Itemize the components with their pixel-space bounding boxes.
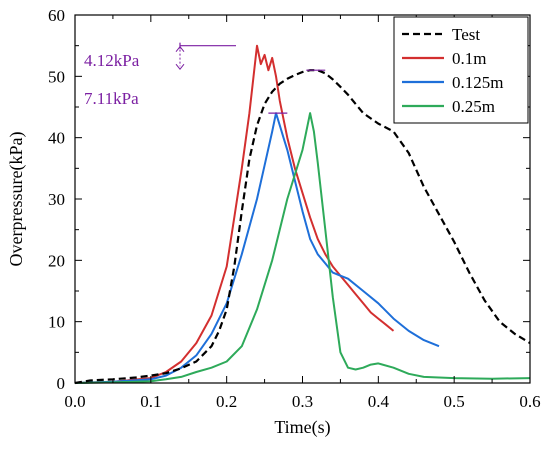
- y-axis-title: Overpressure(kPa): [6, 132, 27, 267]
- y-tick-label: 40: [48, 129, 65, 148]
- series-line-0-1m: [74, 44, 395, 384]
- annotation-arrowhead: [175, 45, 185, 52]
- legend-label: 0.25m: [452, 97, 495, 116]
- x-tick-label: 0.5: [444, 392, 465, 411]
- y-tick-label: 50: [48, 67, 65, 86]
- x-axis-title: Time(s): [274, 417, 330, 438]
- x-tick-label: 0.6: [519, 392, 540, 411]
- y-tick-label: 10: [48, 313, 65, 332]
- ticks-layer: 0.0 0.1 0.2 0.3 0.4 0.5 0.6 0 10 20 30 40 50 60: [48, 6, 541, 411]
- x-tick-label: 0.0: [64, 392, 85, 411]
- x-tick-label: 0.2: [216, 392, 237, 411]
- series-layer: [74, 44, 531, 385]
- annotation-layer: 4.12kPa 7.11kPa: [84, 42, 326, 114]
- series-line-0-25m: [74, 112, 531, 384]
- legend-label: Test: [452, 25, 480, 44]
- annotation-label: 7.11kPa: [84, 89, 139, 108]
- x-tick-label: 0.4: [368, 392, 390, 411]
- x-tick-label: 0.3: [292, 392, 313, 411]
- y-tick-label: 30: [48, 190, 65, 209]
- y-tick-label: 20: [48, 251, 65, 270]
- y-tick-label: 0: [57, 374, 66, 393]
- x-tick-label: 0.1: [140, 392, 161, 411]
- legend-label: 0.1m: [452, 49, 486, 68]
- y-tick-label: 60: [48, 6, 65, 25]
- annotation-arrowhead: [175, 63, 185, 71]
- series-line-test: [74, 69, 531, 385]
- annotation-label: 4.12kPa: [84, 51, 140, 70]
- legend-label: 0.125m: [452, 73, 503, 92]
- series-line-0-125m: [74, 112, 440, 384]
- legend: Test 0.1m 0.125m 0.25m: [393, 16, 529, 124]
